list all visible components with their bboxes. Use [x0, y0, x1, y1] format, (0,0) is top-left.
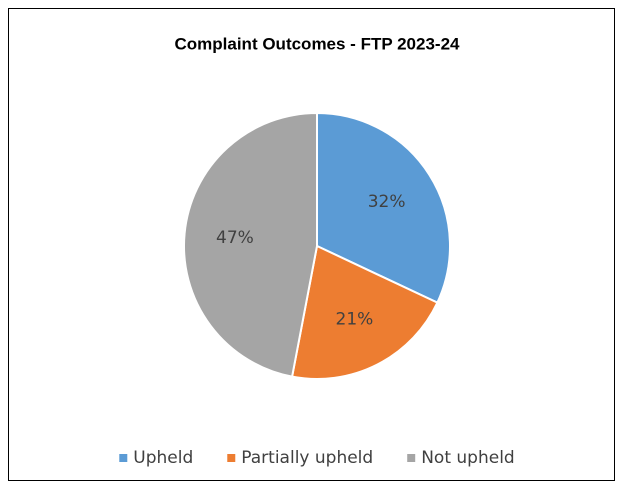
- pie-slice: [183, 111, 318, 378]
- legend-swatch: [407, 454, 416, 462]
- chart-title: Complaint Outcomes - FTP 2023-24: [175, 34, 461, 53]
- legend-label: Partially upheld: [241, 448, 373, 468]
- legend-swatch: [119, 454, 128, 462]
- legend-swatch: [227, 454, 236, 462]
- legend-label: Upheld: [133, 448, 193, 468]
- data-label: 21%: [336, 309, 374, 329]
- pie-slice: [316, 111, 451, 304]
- pie-slice: [290, 244, 439, 380]
- data-label: 47%: [216, 228, 254, 248]
- legend-label: Not upheld: [421, 448, 515, 468]
- data-label: 32%: [368, 192, 406, 212]
